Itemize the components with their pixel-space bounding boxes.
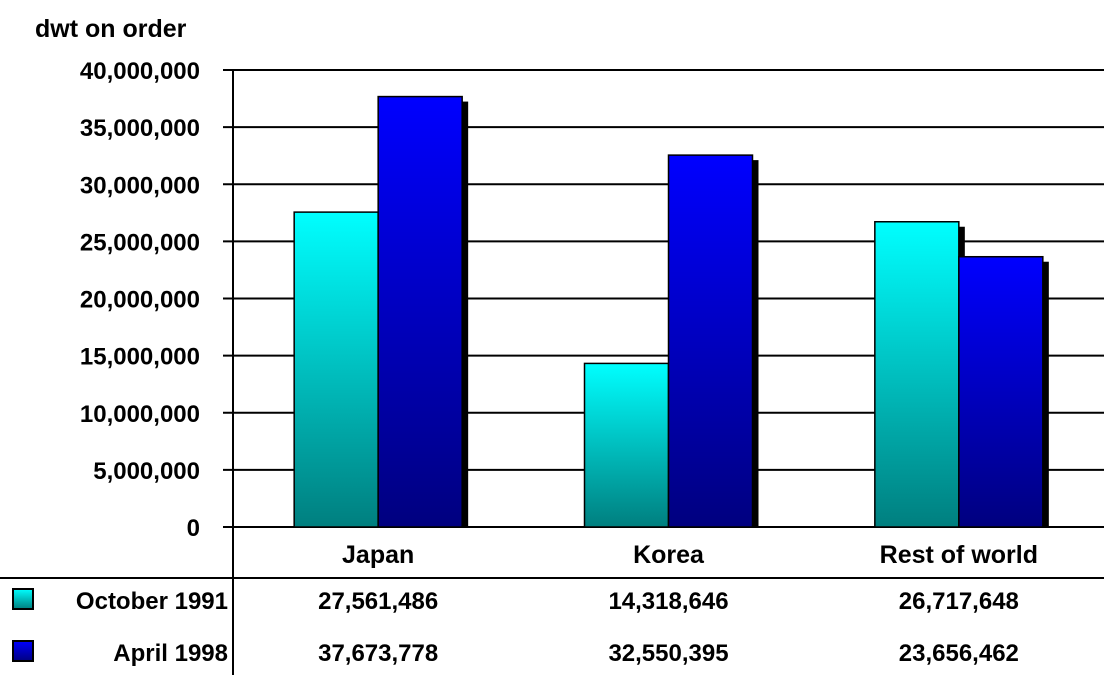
y-tick-label: 25,000,000 (80, 229, 200, 256)
bar-april-1998 (958, 255, 1044, 528)
y-axis-ticks: 0 5,000,000 10,000,000 15,000,000 20,000,000… (80, 58, 200, 542)
y-tick-label: 0 (187, 515, 200, 542)
data-table-value: 23,656,462 (899, 640, 1019, 667)
y-tick-label: 40,000,000 (80, 58, 200, 85)
y-tick-label: 20,000,000 (80, 287, 200, 314)
y-tick-label: 35,000,000 (80, 115, 200, 142)
legend-swatch (12, 588, 34, 610)
legend-label: October 1991 (76, 588, 228, 615)
legend-swatch (12, 640, 34, 662)
y-tick-label: 30,000,000 (80, 172, 200, 199)
category-label: Korea (633, 541, 705, 569)
data-table-value: 32,550,395 (608, 640, 728, 667)
y-tick-label: 5,000,000 (93, 458, 200, 485)
category-label: Rest of world (880, 541, 1038, 569)
bar-october-1991 (583, 362, 670, 528)
bar-october-1991 (293, 211, 379, 528)
y-axis-title: dwt on order (35, 15, 187, 43)
y-tick-label: 10,000,000 (80, 401, 200, 428)
y-tick-label: 15,000,000 (80, 344, 200, 371)
data-table: Japan Korea Rest of world October 1991 27,56… (0, 527, 1104, 675)
bar-october-1991 (874, 221, 960, 528)
bar-april-1998 (667, 154, 754, 528)
data-table-value: 26,717,648 (899, 588, 1019, 615)
category-label: Japan (342, 541, 414, 569)
bars (293, 95, 1049, 528)
bar-april-1998 (377, 95, 463, 528)
legend-label: April 1998 (113, 640, 228, 667)
data-table-value: 37,673,778 (318, 640, 438, 667)
data-table-value: 27,561,486 (318, 588, 438, 615)
data-table-value: 14,318,646 (608, 588, 728, 615)
